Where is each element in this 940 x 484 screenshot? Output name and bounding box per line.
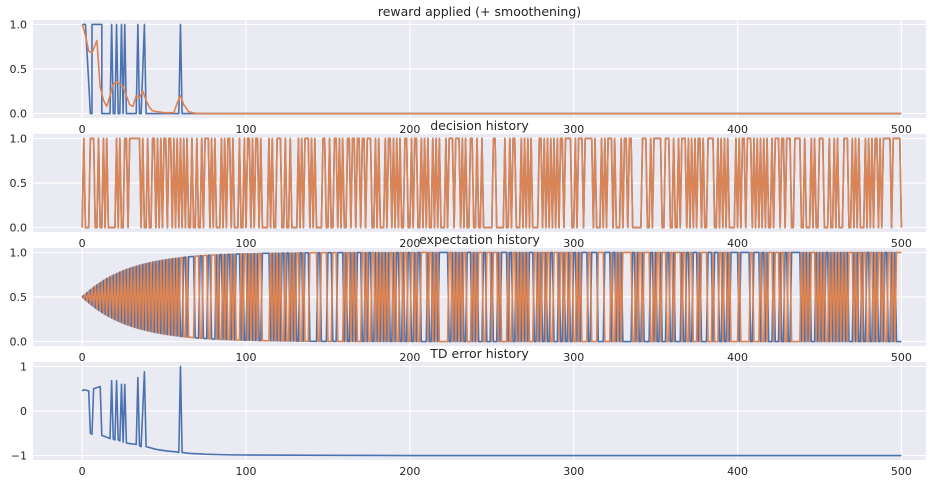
x-tick-label: 100 [236, 123, 257, 136]
y-tick-label: 0.0 [10, 108, 28, 121]
x-tick-label: 500 [891, 123, 912, 136]
y-tick-label: 0.0 [10, 222, 28, 235]
y-tick-label: 0.5 [10, 63, 28, 76]
series-line-1 [81, 365, 902, 457]
y-tick-label: 0.5 [10, 291, 28, 304]
x-tick-label: 200 [399, 237, 420, 250]
subplot-title: TD error history [429, 346, 529, 361]
subplot-3: 0 100 200 300 400 500 0.0 0.5 1.0 expectation his… [10, 232, 926, 364]
x-tick-label: 300 [563, 351, 584, 364]
x-tick-label: 0 [79, 465, 86, 478]
y-tick-label: 1 [20, 360, 27, 373]
x-tick-label: 100 [236, 237, 257, 250]
x-tick-label: 300 [563, 465, 584, 478]
x-tick-label: 400 [727, 465, 748, 478]
subplot-2: 0 100 200 300 400 500 0.0 0.5 1.0 decision histor… [10, 118, 926, 250]
x-tick-label: 100 [236, 465, 257, 478]
y-tick-label: 0.0 [10, 336, 28, 349]
subplot-1: 0 100 200 300 400 500 0.0 0.5 1.0 reward applied … [10, 4, 926, 136]
x-tick-label: 200 [399, 351, 420, 364]
y-tick-label: 1.0 [10, 18, 28, 31]
x-tick-label: 300 [563, 237, 584, 250]
y-tick-label: 0 [20, 405, 27, 418]
x-tick-label: 400 [727, 351, 748, 364]
x-tick-label: 300 [563, 123, 584, 136]
x-tick-label: 0 [79, 123, 86, 136]
y-tick-label: 1.0 [10, 132, 28, 145]
x-tick-label: 400 [727, 123, 748, 136]
series-line-2 [81, 137, 903, 229]
series-line-1 [82, 23, 902, 115]
x-tick-label: 200 [399, 465, 420, 478]
subplot-title: decision history [430, 118, 529, 133]
x-tick-label: 500 [891, 465, 912, 478]
x-tick-label: 0 [79, 351, 86, 364]
x-tick-label: 200 [399, 123, 420, 136]
subplot-title: reward applied (+ smoothening) [378, 4, 581, 19]
x-tick-label: 400 [727, 237, 748, 250]
x-tick-label: 0 [79, 237, 86, 250]
y-tick-label: 0.5 [10, 177, 28, 190]
series-line-2 [81, 251, 902, 343]
subplot-title: expectation history [419, 232, 540, 247]
x-tick-label: 100 [236, 351, 257, 364]
series-line-2 [81, 24, 902, 115]
subplot-4: 0 100 200 300 400 500 −1 0 1 TD error history [11, 346, 926, 478]
x-tick-label: 500 [891, 351, 912, 364]
y-tick-label: 1.0 [10, 246, 28, 259]
y-tick-label: −1 [11, 450, 27, 463]
x-tick-label: 500 [891, 237, 912, 250]
